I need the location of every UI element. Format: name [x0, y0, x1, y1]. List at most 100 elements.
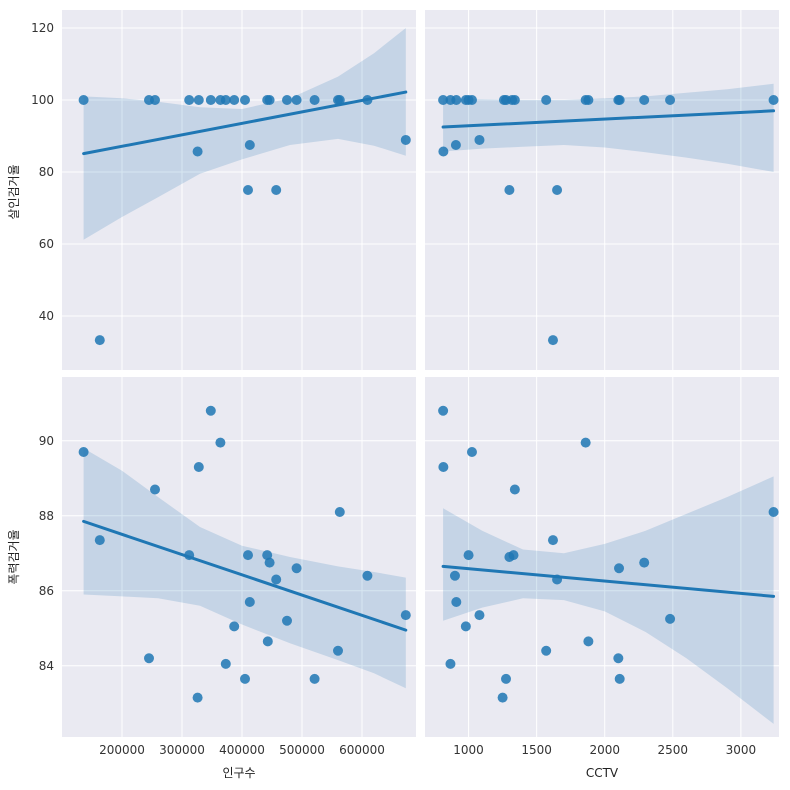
- data-point: [463, 550, 474, 561]
- y-tick-label: 100: [31, 93, 54, 107]
- data-point: [282, 95, 292, 105]
- data-point: [613, 653, 624, 664]
- y-tick-label: 90: [39, 434, 54, 448]
- data-point: [240, 95, 250, 105]
- data-point: [501, 673, 512, 684]
- y-tick-label: 60: [39, 237, 54, 251]
- x-tick-label: 1000: [453, 743, 484, 757]
- regression-line: [82, 519, 408, 632]
- data-point: [768, 507, 779, 517]
- panel-r1c1: 1000 1500 2000 2500 3000: [425, 377, 779, 757]
- data-point: [94, 535, 105, 546]
- panel-r0c0: 40 60 80 100 120: [31, 10, 416, 370]
- y-tick-label: 86: [39, 584, 54, 598]
- data-point: [271, 574, 282, 585]
- data-point: [639, 95, 650, 105]
- data-point: [460, 621, 471, 632]
- data-point: [192, 692, 203, 703]
- x-tick-label: 3000: [726, 743, 757, 757]
- data-point: [282, 615, 292, 626]
- data-point: [334, 507, 345, 517]
- data-point: [614, 673, 625, 684]
- data-point: [333, 645, 343, 656]
- regression-line: [441, 564, 776, 598]
- data-point: [334, 95, 345, 105]
- data-point: [451, 95, 462, 105]
- data-point: [580, 437, 591, 448]
- data-point: [229, 621, 240, 632]
- x-axis-label-cctv: CCTV: [586, 766, 619, 780]
- panel-background: [425, 10, 779, 370]
- x-tick-label: 400000: [219, 743, 265, 757]
- data-point: [614, 95, 625, 105]
- data-point: [244, 597, 255, 607]
- confidence-band: [83, 28, 406, 240]
- y-axis-label-murder-arrest-rate: 살인검거율: [7, 164, 21, 219]
- data-point: [240, 673, 250, 684]
- x-tick-label: 600000: [339, 743, 385, 757]
- data-point: [438, 405, 449, 416]
- data-point: [400, 610, 411, 621]
- panel-r0c1: [425, 10, 779, 370]
- data-point: [583, 636, 594, 647]
- data-point: [541, 645, 552, 656]
- data-point: [243, 185, 253, 195]
- data-point: [94, 335, 105, 346]
- y-tick-label: 120: [31, 21, 54, 35]
- data-point: [220, 95, 231, 105]
- data-point: [193, 462, 204, 472]
- data-point: [438, 146, 449, 157]
- data-point: [466, 447, 477, 457]
- data-point: [215, 437, 226, 448]
- x-tick-label: 1500: [521, 743, 552, 757]
- data-point: [144, 653, 154, 664]
- data-point: [291, 95, 302, 105]
- data-point: [552, 185, 563, 195]
- data-point: [309, 673, 320, 684]
- panels-layer: 40 60 80 100 120 200000 300000 400000 500000 6000…: [31, 10, 779, 757]
- data-point: [768, 95, 779, 105]
- data-point: [449, 570, 460, 581]
- panel-background: [425, 377, 779, 737]
- data-point: [244, 140, 255, 150]
- data-point: [229, 95, 240, 105]
- regression-line: [441, 109, 776, 129]
- panel-background: [62, 10, 416, 370]
- data-point: [243, 550, 253, 561]
- data-point: [205, 405, 216, 416]
- data-point: [451, 597, 462, 607]
- data-point: [438, 462, 449, 472]
- x-tick-label: 200000: [99, 743, 145, 757]
- y-tick-label: 84: [39, 659, 54, 673]
- data-point: [583, 95, 594, 105]
- panel-r1c0: 200000 300000 400000 500000 600000 84 86 88 90: [39, 377, 416, 757]
- data-point: [264, 95, 275, 105]
- data-point: [78, 95, 89, 105]
- x-axis-label-population: 인구수: [222, 766, 255, 780]
- x-tick-label: 300000: [159, 743, 205, 757]
- x-tick-label: 500000: [279, 743, 325, 757]
- confidence-band: [443, 83, 774, 172]
- data-point: [291, 563, 302, 574]
- data-point: [614, 563, 625, 574]
- data-point: [192, 146, 203, 157]
- data-point: [509, 484, 520, 495]
- data-point: [262, 636, 273, 647]
- data-point: [547, 535, 558, 546]
- data-point: [150, 484, 160, 495]
- data-point: [438, 95, 449, 105]
- data-point: [509, 95, 520, 105]
- data-point: [193, 95, 204, 105]
- data-point: [665, 613, 676, 624]
- data-point: [150, 95, 160, 105]
- data-point: [220, 658, 231, 669]
- data-point: [362, 570, 373, 581]
- x-tick-label: 2500: [658, 743, 689, 757]
- panel-background: [62, 377, 416, 737]
- data-point: [445, 658, 456, 669]
- data-point: [541, 95, 552, 105]
- data-point: [205, 95, 216, 105]
- confidence-band: [443, 476, 774, 724]
- data-point: [508, 550, 519, 561]
